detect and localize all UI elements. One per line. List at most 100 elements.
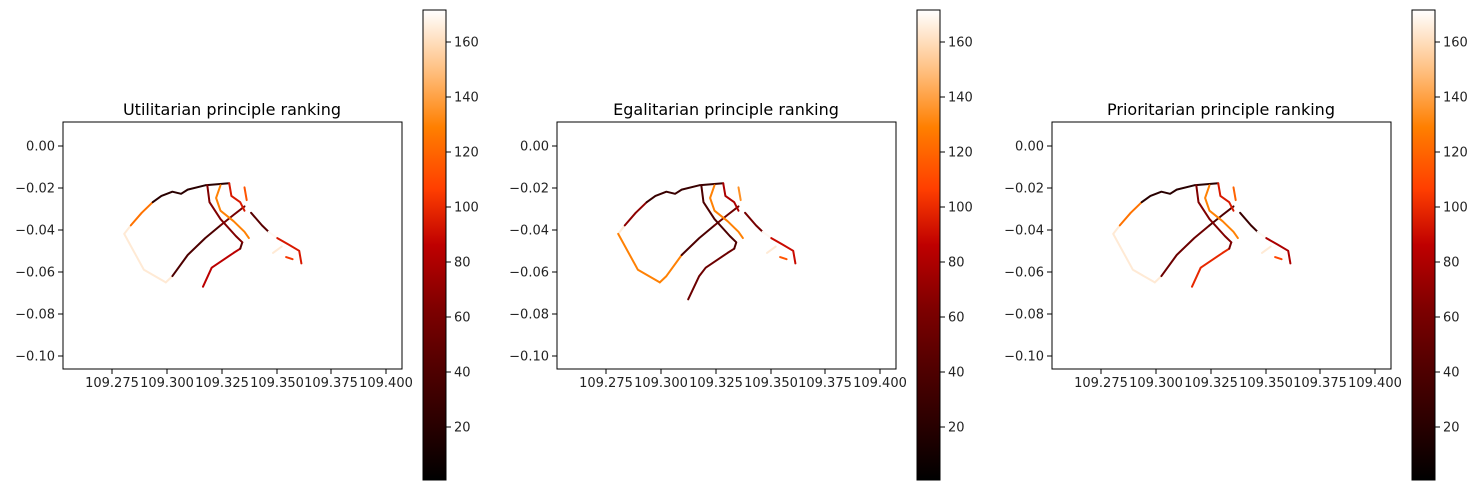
x-tick: 109.375 bbox=[304, 369, 358, 391]
x-tick: 109.325 bbox=[1184, 369, 1238, 391]
x-tick: 109.325 bbox=[195, 369, 249, 391]
y-tick-label: −0.06 bbox=[15, 266, 55, 281]
colorbar-tick-label: 120 bbox=[454, 146, 479, 161]
y-tick-label: −0.02 bbox=[15, 182, 55, 197]
chart-title: Utilitarian principle ranking bbox=[123, 100, 341, 119]
colorbar-gradient bbox=[422, 9, 447, 481]
colorbar-tick: 120 bbox=[1435, 146, 1468, 161]
y-tick-label: −0.06 bbox=[509, 266, 549, 281]
colorbar-tick: 140 bbox=[446, 91, 479, 106]
road-segment bbox=[1228, 241, 1233, 250]
y-tick: 0.00 bbox=[26, 140, 63, 155]
colorbar-tick-label: 40 bbox=[454, 366, 471, 381]
road-segment bbox=[744, 211, 764, 233]
y-tick-label: −0.08 bbox=[1004, 308, 1044, 323]
colorbar-tick: 160 bbox=[1435, 36, 1468, 51]
x-tick: 109.325 bbox=[689, 369, 743, 391]
x-tick: 109.400 bbox=[359, 369, 413, 391]
x-axis: 109.275 109.300 109.325 109.350 109.375 … bbox=[579, 369, 907, 391]
x-tick: 109.350 bbox=[1239, 369, 1293, 391]
colorbar-tick-label: 160 bbox=[454, 36, 479, 51]
colorbar-gradient bbox=[916, 9, 941, 481]
x-axis: 109.275 109.300 109.325 109.350 109.375 … bbox=[1074, 369, 1402, 391]
road-segment bbox=[617, 232, 661, 284]
road-segment bbox=[1208, 205, 1235, 227]
axes-frame bbox=[556, 121, 897, 370]
x-tick-label: 109.300 bbox=[1129, 376, 1183, 391]
x-tick: 109.300 bbox=[1129, 369, 1183, 391]
axes-frame bbox=[1051, 121, 1392, 370]
road-segment bbox=[1232, 186, 1237, 202]
x-tick-label: 109.325 bbox=[1184, 376, 1238, 391]
y-tick-label: −0.04 bbox=[15, 224, 55, 239]
colorbar-tick-label: 160 bbox=[1443, 36, 1468, 51]
colorbar-tick: 60 bbox=[446, 311, 471, 326]
x-tick-label: 109.300 bbox=[634, 376, 688, 391]
road-segment bbox=[151, 182, 231, 204]
road-segment bbox=[1239, 211, 1259, 233]
road-segment bbox=[123, 224, 167, 284]
y-tick: −0.04 bbox=[15, 224, 63, 239]
x-tick: 109.300 bbox=[634, 369, 688, 391]
x-tick: 109.350 bbox=[250, 369, 304, 391]
y-tick: −0.06 bbox=[509, 266, 557, 281]
y-tick: −0.08 bbox=[1004, 308, 1052, 323]
y-tick: −0.04 bbox=[509, 224, 557, 239]
y-tick: −0.02 bbox=[1004, 182, 1052, 197]
y-tick: −0.10 bbox=[1004, 350, 1052, 365]
y-tick-label: −0.02 bbox=[1004, 182, 1044, 197]
colorbar-tick-label: 60 bbox=[1443, 311, 1460, 326]
x-tick: 109.400 bbox=[1348, 369, 1402, 391]
x-tick: 109.375 bbox=[1293, 369, 1347, 391]
x-tick: 109.275 bbox=[85, 369, 139, 391]
colorbar-tick: 80 bbox=[940, 256, 965, 271]
y-axis: 0.00 −0.02 −0.04 −0.06 −0.08 −0.10 bbox=[1004, 140, 1052, 365]
road-segment bbox=[1217, 182, 1235, 212]
colorbar-tick-label: 160 bbox=[948, 36, 973, 51]
road-segment bbox=[267, 230, 279, 240]
road-segment bbox=[761, 230, 773, 240]
colorbar-tick-label: 100 bbox=[454, 201, 479, 216]
y-tick-label: 0.00 bbox=[1015, 140, 1044, 155]
plot-area bbox=[617, 182, 797, 301]
road-segment bbox=[272, 245, 283, 254]
colorbar-tick-label: 100 bbox=[948, 201, 973, 216]
x-tick-label: 109.325 bbox=[195, 376, 249, 391]
road-segment bbox=[276, 237, 303, 265]
colorbar-tick: 40 bbox=[446, 366, 471, 381]
chart-title: Prioritarian principle ranking bbox=[1107, 100, 1335, 119]
road-segment bbox=[206, 184, 244, 244]
colorbar-tick: 120 bbox=[940, 146, 973, 161]
colorbar-tick-label: 80 bbox=[948, 256, 965, 271]
road-segment bbox=[1191, 247, 1231, 288]
colorbar-tick-label: 80 bbox=[454, 256, 471, 271]
x-tick-label: 109.350 bbox=[744, 376, 798, 391]
road-segment bbox=[1265, 237, 1292, 265]
colorbar-tick: 100 bbox=[940, 201, 973, 216]
road-segment bbox=[285, 256, 294, 261]
y-tick: −0.06 bbox=[15, 266, 63, 281]
y-tick: −0.08 bbox=[509, 308, 557, 323]
road-segment bbox=[239, 241, 244, 250]
y-axis: 0.00 −0.02 −0.04 −0.06 −0.08 −0.10 bbox=[15, 140, 63, 365]
road-segment bbox=[164, 275, 174, 284]
x-tick-label: 109.275 bbox=[579, 376, 633, 391]
y-tick-label: −0.04 bbox=[509, 224, 549, 239]
road-segment bbox=[1140, 182, 1220, 204]
road-segment bbox=[215, 184, 250, 240]
road-segment bbox=[687, 247, 736, 301]
y-tick-label: −0.02 bbox=[509, 182, 549, 197]
x-tick-label: 109.400 bbox=[853, 376, 907, 391]
road-segment bbox=[658, 254, 683, 284]
chart-panel: Egalitarian principle ranking 0.00 −0.02… bbox=[509, 9, 973, 481]
colorbar-tick-label: 40 bbox=[948, 366, 965, 381]
road-segment bbox=[623, 201, 648, 227]
y-tick: −0.04 bbox=[1004, 224, 1052, 239]
x-tick-label: 109.375 bbox=[798, 376, 852, 391]
colorbar-tick-label: 20 bbox=[948, 421, 965, 436]
y-tick-label: −0.08 bbox=[15, 308, 55, 323]
plot-area bbox=[1112, 182, 1292, 288]
y-tick-label: −0.06 bbox=[1004, 266, 1044, 281]
road-segment bbox=[1195, 184, 1233, 244]
